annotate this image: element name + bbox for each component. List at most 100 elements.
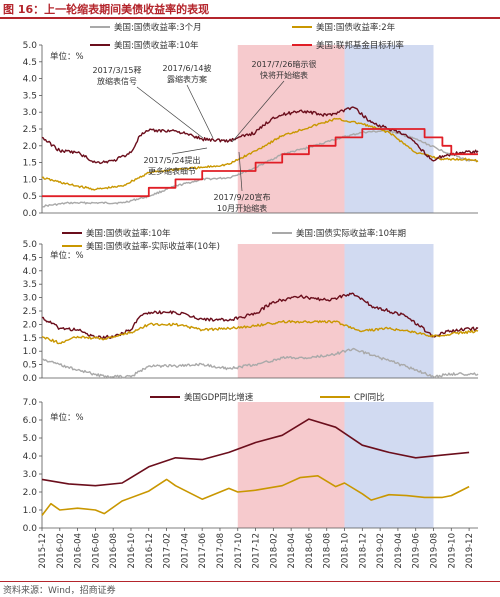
- shade-pink: [237, 402, 345, 528]
- y-tick-label: 3.5: [23, 91, 37, 101]
- panel-3: [39, 401, 478, 529]
- title-rule: [0, 17, 500, 19]
- legend-p2-real-label: 美国:国债实际收益率:10年期: [296, 228, 406, 239]
- unit-label: 单位：%: [50, 412, 84, 423]
- y-tick-label: 2.0: [23, 142, 38, 152]
- series-line-1-1: [41, 129, 478, 208]
- y-tick-label: 1.5: [23, 159, 37, 169]
- x-tick-label: 2016-10: [127, 533, 137, 569]
- y-tick-label: 0.0: [23, 374, 38, 384]
- y-tick-label: 3.0: [23, 294, 38, 304]
- annotation-text-1: 放缩表信号: [97, 76, 137, 86]
- annotation-text-1: 2017/3/15释: [92, 66, 141, 75]
- x-tick-label: 2017-12: [252, 533, 262, 569]
- y-tick-label: 3.0: [23, 108, 38, 118]
- legend-ffr-label: 美国:联邦基金目标利率: [316, 40, 404, 51]
- x-tick-label: 2015-12: [38, 533, 48, 569]
- x-tick-label: 2019-02: [376, 533, 386, 569]
- shade-pink: [237, 45, 345, 213]
- x-tick-label: 2017-04: [180, 533, 190, 569]
- source-note: 资料来源：Wind，招商证券: [3, 586, 116, 596]
- y-tick-label: 0.0: [23, 209, 38, 219]
- legend-gdp-label: 美国GDP同比增速: [184, 392, 254, 403]
- legend-cpi-label: CPI同比: [354, 392, 385, 403]
- annotation-leader-5: [238, 151, 243, 192]
- unit-label: 单位：%: [50, 250, 84, 261]
- x-tick-label: 2017-10: [234, 533, 244, 569]
- x-tick-label: 2017-06: [198, 533, 208, 569]
- figure-title: 图 16：上一轮缩表期间美债收益率的表现: [3, 3, 210, 16]
- x-tick-label: 2017-08: [216, 533, 226, 569]
- y-tick-label: 4.0: [23, 75, 38, 85]
- annotation-text-2: 露缩表方案: [167, 74, 207, 84]
- y-tick-label: 2.5: [23, 125, 37, 135]
- x-tick-label: 2019-12: [465, 533, 475, 569]
- shade-lightblue: [344, 402, 434, 528]
- annotation-text-5: 2017/9/20宣布: [213, 192, 270, 202]
- x-tick-label: 2018-08: [323, 533, 333, 569]
- x-tick-label: 2018-04: [287, 533, 297, 569]
- y-tick-label: 7.0: [23, 398, 38, 408]
- x-tick-label: 2019-10: [447, 533, 457, 569]
- y-tick-label: 2.5: [23, 307, 37, 317]
- y-tick-label: 1.5: [23, 334, 37, 344]
- y-tick-label: 5.0: [23, 41, 38, 51]
- y-tick-label: 1.0: [23, 506, 38, 516]
- series-line-2-2: [41, 347, 479, 379]
- x-tick-label: 2016-06: [91, 533, 101, 569]
- y-tick-label: 0.0: [23, 524, 38, 534]
- annotation-text-4: 更多缩表细节: [148, 166, 196, 176]
- legend-10y-label: 美国:国债收益率:10年: [114, 40, 199, 51]
- y-tick-label: 4.0: [23, 452, 38, 462]
- y-tick-label: 3.5: [23, 280, 37, 290]
- y-tick-label: 1.0: [23, 175, 38, 185]
- x-tick-label: 2018-02: [269, 533, 279, 569]
- annotation-leader-3: [231, 80, 285, 143]
- legend-p2-diff-label: 美国:国债收益率-实际收益率(10年): [86, 241, 220, 252]
- legend-p2-10y-label: 美国:国债收益率:10年: [86, 228, 171, 239]
- x-tick-label: 2019-08: [430, 533, 440, 569]
- annotation-text-3: 2017/7/26暗示很: [251, 59, 316, 69]
- x-tick-label: 2016-02: [56, 533, 66, 569]
- y-tick-label: 4.0: [23, 267, 38, 277]
- annotation-text-3: 快将开始缩表: [260, 70, 308, 80]
- series-line-1-4: [42, 128, 478, 198]
- y-tick-label: 0.5: [23, 361, 37, 371]
- y-tick-label: 4.5: [23, 253, 37, 263]
- x-tick-label: 2018-06: [305, 533, 315, 569]
- annotation-leader-2: [186, 84, 214, 139]
- x-tick-label: 2016-04: [74, 533, 84, 569]
- y-tick-label: 5.0: [23, 240, 38, 250]
- x-tick-label: 2019-04: [394, 533, 404, 569]
- y-tick-label: 4.5: [23, 58, 37, 68]
- x-tick-label: 2018-10: [341, 533, 351, 569]
- series-line-1-2: [41, 117, 479, 191]
- series-line-3-1: [41, 418, 470, 487]
- panel-2: [39, 243, 478, 379]
- x-tick-label: 2018-12: [358, 533, 368, 569]
- y-tick-label: 0.5: [23, 192, 37, 202]
- y-tick-label: 3.0: [23, 470, 38, 480]
- series-line-1-3: [41, 106, 479, 165]
- series-line-2-3: [41, 319, 479, 345]
- annotation-text-4: 2017/5/24提出: [143, 155, 200, 165]
- y-tick-label: 2.0: [23, 320, 38, 330]
- source-rule: [0, 581, 500, 582]
- annotation-text-2: 2017/6/14披: [162, 63, 211, 73]
- y-tick-label: 2.0: [23, 488, 38, 498]
- annotation-leader-1: [136, 86, 204, 139]
- x-tick-label: 2016-12: [145, 533, 155, 569]
- y-tick-label: 6.0: [23, 416, 38, 426]
- unit-label: 单位：%: [50, 51, 84, 62]
- y-tick-label: 1.0: [23, 347, 38, 357]
- x-tick-label: 2016-08: [109, 533, 119, 569]
- annotation-leader-4: [171, 147, 208, 155]
- x-tick-label: 2019-06: [412, 533, 422, 569]
- legend-2y-label: 美国:国债收益率:2年: [316, 22, 396, 33]
- legend-3m-label: 美国:国债收益率:3个月: [114, 22, 202, 33]
- y-tick-label: 5.0: [23, 434, 38, 444]
- x-tick-label: 2017-02: [163, 533, 173, 569]
- annotation-text-5: 10月开始缩表: [217, 203, 267, 213]
- series-line-3-2: [41, 474, 470, 516]
